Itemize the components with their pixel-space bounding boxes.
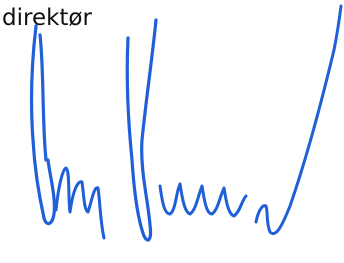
signature-strokes [32, 6, 341, 240]
page: direktør (() => { const data = JSON.pars… [0, 0, 344, 263]
stroke [32, 26, 55, 224]
stroke [256, 6, 341, 234]
signature-title: direktør [2, 4, 92, 32]
stroke [160, 184, 246, 216]
stroke [56, 168, 104, 238]
stroke [127, 20, 156, 240]
signature [0, 0, 344, 263]
